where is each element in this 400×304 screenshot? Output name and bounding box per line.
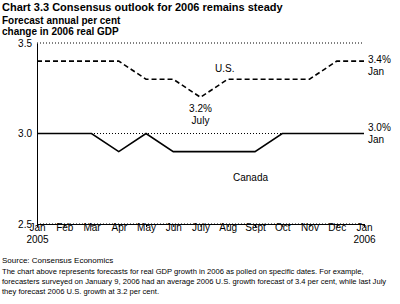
x-tick-label-line: Jan	[356, 222, 372, 233]
series-line	[37, 134, 364, 152]
grid	[37, 43, 364, 224]
x-tick-label-line: Aug	[219, 222, 237, 233]
x-tick-label: Mar	[83, 222, 101, 233]
grid-line	[37, 43, 364, 44]
x-tick-label-line: Sept	[245, 222, 266, 233]
x-tick-label-line: Oct	[275, 222, 291, 233]
x-axis: Jan2005FebMarAprMayJunJulyAugSeptOctNovD…	[26, 222, 376, 245]
x-tick: Dec	[328, 222, 346, 233]
annotation-line: 3.0%	[368, 122, 391, 133]
x-tick-label: Aug	[219, 222, 237, 233]
x-tick-label: Nov	[301, 222, 319, 233]
x-tick: Mar	[83, 222, 101, 233]
x-tick-label-line: July	[192, 222, 210, 233]
x-tick-label-line: 2005	[26, 234, 49, 245]
subtitle-line: Forecast annual per cent	[2, 15, 121, 26]
annotation-line: July	[192, 115, 210, 126]
x-tick: Nov	[301, 222, 319, 233]
x-tick: May	[137, 222, 156, 233]
x-tick-label: July	[192, 222, 210, 233]
x-tick: Oct	[275, 222, 291, 233]
series-label: U.S.	[215, 63, 234, 74]
note-line: forecasters surveyed on January 9, 2006 …	[2, 277, 386, 286]
annotation-line: 3.4%	[368, 54, 391, 65]
x-tick-label: Jan2006	[353, 222, 376, 245]
x-tick-label-line: Dec	[328, 222, 346, 233]
y-tick-label: 3.5	[18, 38, 32, 49]
x-tick-label: May	[137, 222, 156, 233]
x-tick-label: Jan2005	[26, 222, 49, 245]
annotation: 3.0%Jan	[368, 122, 391, 145]
x-tick-label: Jun	[166, 222, 182, 233]
chart: Chart 3.3 Consensus outlook for 2006 rem…	[0, 0, 400, 304]
annotation-line: Jan	[368, 134, 384, 145]
x-tick: Feb	[56, 222, 74, 233]
annotation: 3.2%July	[189, 103, 212, 126]
x-tick-label: Dec	[328, 222, 346, 233]
annotation-line: 3.2%	[189, 103, 212, 114]
x-tick-label-line: Jan	[29, 222, 45, 233]
x-tick: Jun	[166, 222, 182, 233]
y-tick-label: 3.0	[18, 128, 32, 139]
note: The chart above represents forecasts for…	[2, 267, 386, 296]
series-label: Canada	[233, 172, 268, 183]
x-tick-label-line: Mar	[83, 222, 101, 233]
x-tick-label: Sept	[245, 222, 266, 233]
x-tick: July	[192, 222, 210, 233]
x-tick-label-line: Feb	[56, 222, 74, 233]
subtitle-line: change in 2006 real GDP	[2, 26, 119, 37]
series-line	[37, 61, 364, 97]
x-tick: Jan2005	[26, 222, 49, 245]
x-tick-label-line: Apr	[111, 222, 127, 233]
source: Source: Consensus Economics	[2, 256, 113, 265]
x-tick: Aug	[219, 222, 237, 233]
x-tick: Sept	[245, 222, 266, 233]
y-axis: 2.53.03.5	[18, 38, 37, 230]
x-tick-label-line: May	[137, 222, 156, 233]
x-tick-label: Feb	[56, 222, 74, 233]
y-tick: 3.5	[18, 38, 37, 49]
x-tick: Jan2006	[353, 222, 376, 245]
x-tick-label-line: Jun	[166, 222, 182, 233]
x-tick-label: Apr	[111, 222, 127, 233]
x-tick-label: Oct	[275, 222, 291, 233]
annotation-line: Jan	[368, 66, 384, 77]
x-tick-label-line: Nov	[301, 222, 319, 233]
subtitle: Forecast annual per centchange in 2006 r…	[2, 15, 121, 37]
annotation: 3.4%Jan	[368, 54, 391, 77]
title: Chart 3.3 Consensus outlook for 2006 rem…	[2, 1, 283, 13]
note-line: The chart above represents forecasts for…	[2, 267, 364, 276]
x-tick-label-line: 2006	[353, 234, 376, 245]
x-tick: Apr	[111, 222, 127, 233]
y-tick: 3.0	[18, 128, 37, 139]
note-line: they forecast 2006 U.S. growth at 3.2 pe…	[2, 287, 159, 296]
plot-area	[37, 61, 364, 152]
